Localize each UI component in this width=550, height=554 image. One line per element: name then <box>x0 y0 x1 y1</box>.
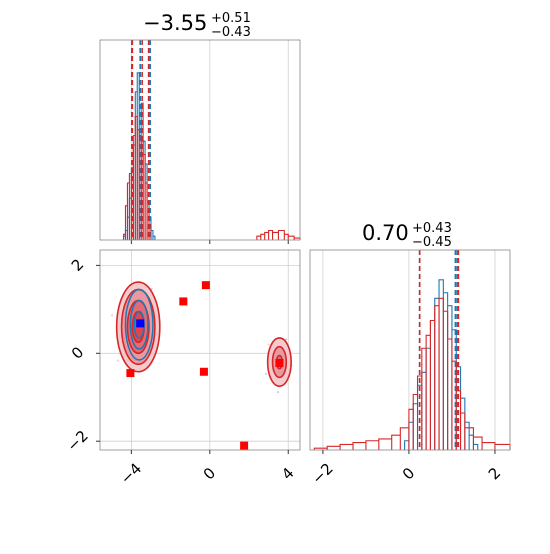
red-marker <box>201 281 210 290</box>
x-tick-label: −2 <box>308 459 336 487</box>
red-marker <box>179 297 188 306</box>
red-marker <box>199 367 208 376</box>
sample-point <box>276 391 280 394</box>
panel-marginal-x: −3.55 +0.51 −0.43 <box>99 11 301 244</box>
sample-point <box>285 338 288 341</box>
sample-point <box>267 343 270 346</box>
marginal-x-title-upper-error: +0.51 <box>211 11 251 26</box>
y-tick-label: 2 <box>68 255 87 274</box>
sample-point <box>110 314 114 317</box>
red-marker <box>126 369 135 378</box>
panel-joint-frame <box>99 249 301 451</box>
panel-joint: −4 0 4 −2 0 2 <box>63 249 301 488</box>
x-tick-label: −4 <box>117 459 145 487</box>
blue-contour <box>129 299 149 350</box>
marginal-y-title: 0.70 <box>362 221 409 245</box>
histogram-series <box>404 279 479 450</box>
y-tick-label: −2 <box>63 427 91 455</box>
panel-marginal-y-frame <box>309 249 511 451</box>
marginal-y-title-upper-error: +0.43 <box>412 221 452 236</box>
x-tick-label: 0 <box>200 464 219 483</box>
panel-marginal-x-frame <box>99 39 301 241</box>
blue-marker <box>136 319 145 328</box>
panel-marginal-y: −2 0 2 0.70 +0.43 −0.45 <box>308 221 511 488</box>
histogram-series <box>313 297 511 450</box>
x-tick-label: 0 <box>399 464 418 483</box>
marginal-x-title-lower-error: −0.43 <box>211 25 251 40</box>
x-tick-label: 4 <box>278 464 297 483</box>
marginal-y-title-lower-error: −0.45 <box>412 235 452 250</box>
sample-point <box>116 359 120 362</box>
red-marker <box>240 441 249 450</box>
blue-contour <box>124 288 154 361</box>
x-tick-label: 2 <box>485 464 504 483</box>
y-tick-label: 0 <box>68 343 87 362</box>
marginal-x-title: −3.55 <box>143 11 207 35</box>
sample-point <box>264 372 268 375</box>
red-marker <box>275 358 284 367</box>
